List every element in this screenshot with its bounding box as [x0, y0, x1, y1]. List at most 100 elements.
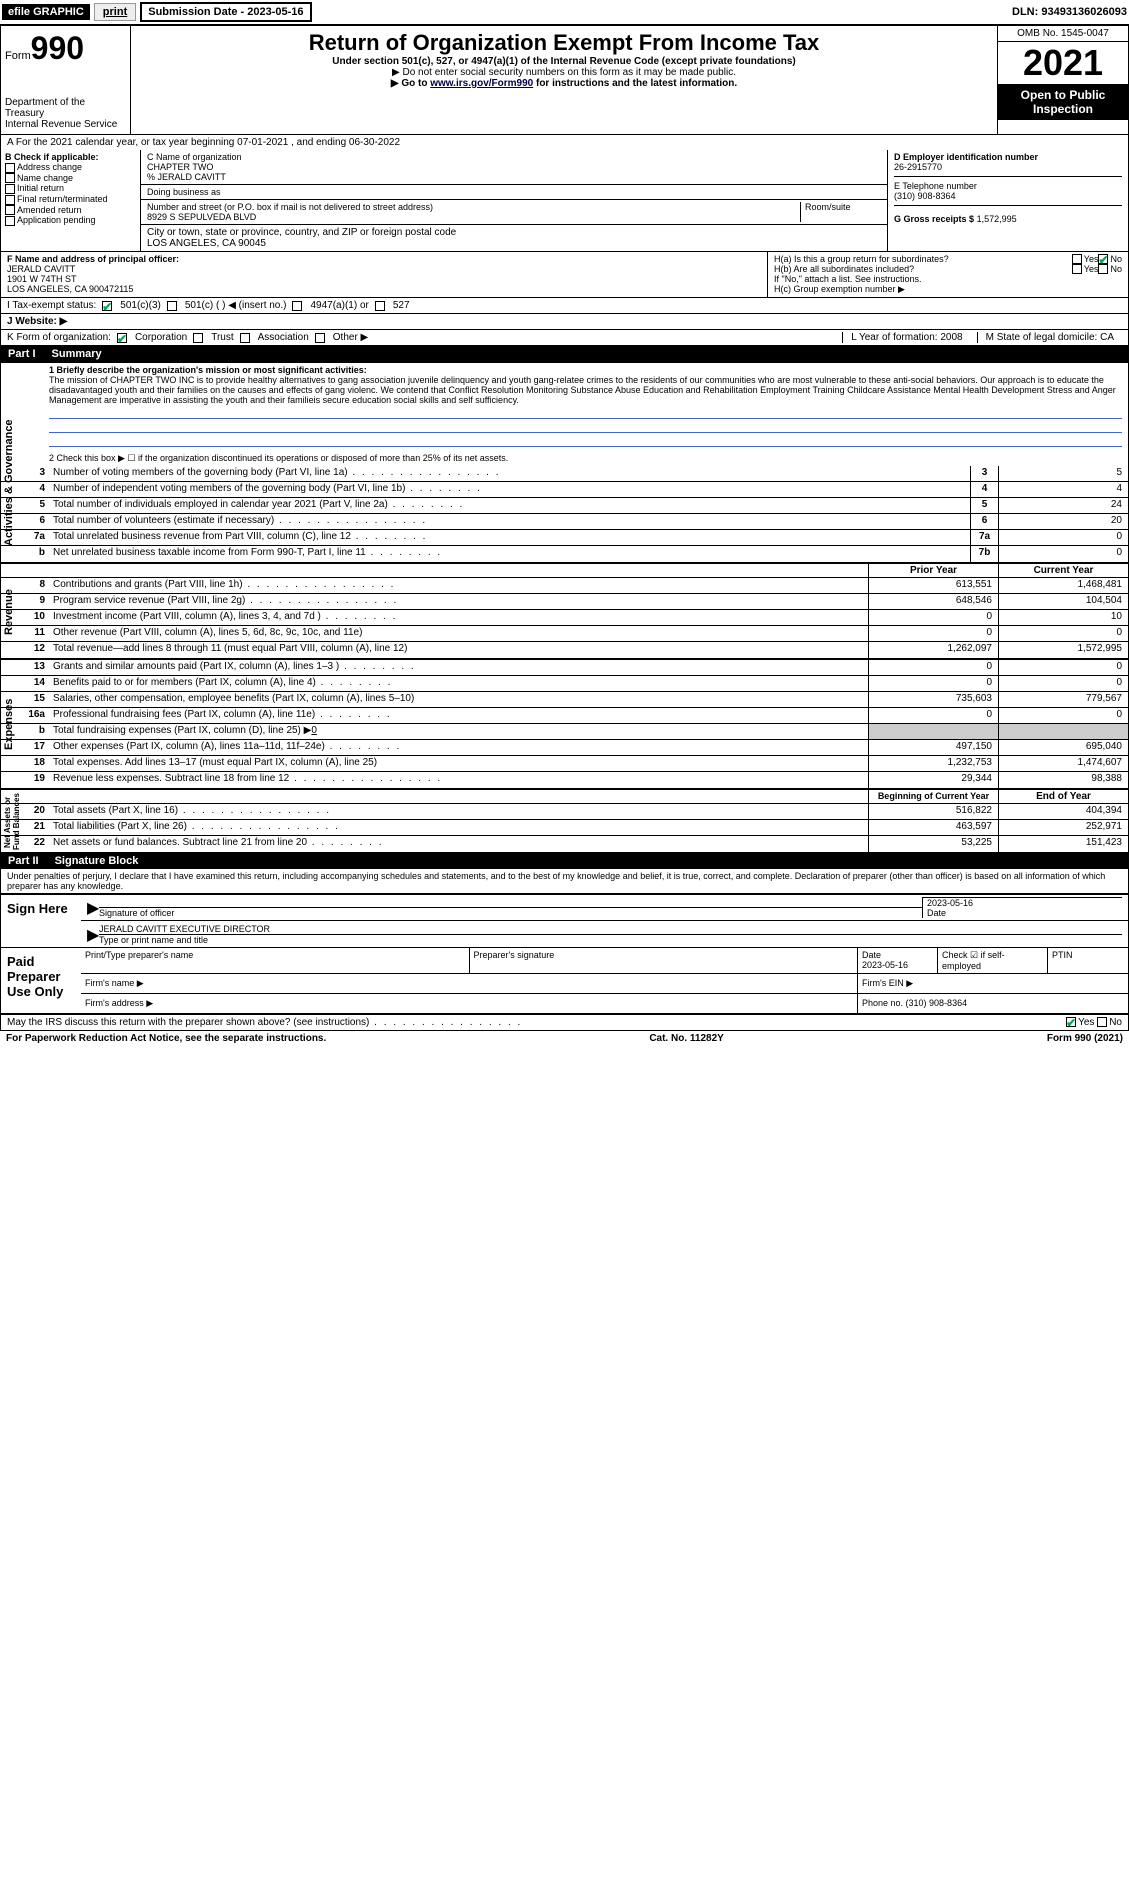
subtitle-2: ▶ Do not enter social security numbers o…: [135, 67, 993, 78]
street-address: 8929 S SEPULVEDA BLVD: [147, 212, 800, 222]
tax-exempt-label: I Tax-exempt status:: [7, 300, 96, 311]
line-a-period: A For the 2021 calendar year, or tax yea…: [0, 135, 1129, 150]
col-headers-netassets: Beginning of Current YearEnd of Year: [1, 790, 1128, 804]
dln: DLN: 93493136026093: [1012, 6, 1127, 18]
chk-assoc[interactable]: [240, 333, 250, 343]
boxes-bcdeg: B Check if applicable: Address change Na…: [0, 150, 1129, 252]
cat-no: Cat. No. 11282Y: [649, 1033, 723, 1044]
sig-date: 2023-05-16 Date: [922, 897, 1122, 918]
chk-trust[interactable]: [193, 333, 203, 343]
print-button[interactable]: print: [94, 3, 136, 21]
mission-blank-line: [49, 421, 1122, 433]
form-number: Form990: [5, 30, 126, 67]
box-b-label: B Check if applicable:: [5, 152, 136, 162]
firm-name-label: Firm's name ▶: [81, 974, 858, 993]
box-f: F Name and address of principal officer:…: [1, 252, 768, 297]
line-klm: K Form of organization: Corporation Trus…: [0, 330, 1129, 346]
irs-discuss-row: May the IRS discuss this return with the…: [0, 1015, 1129, 1031]
chk-501c[interactable]: [167, 301, 177, 311]
ein-label: D Employer identification number: [894, 152, 1122, 162]
addr-label: Number and street (or P.O. box if mail i…: [147, 202, 800, 212]
line-22: 22Net assets or fund balances. Subtract …: [1, 836, 1128, 852]
chk-corp[interactable]: [117, 333, 127, 343]
chk-527[interactable]: [375, 301, 385, 311]
firm-ein-label: Firm's EIN ▶: [858, 974, 1128, 993]
gross-receipts-value: 1,572,995: [977, 214, 1017, 224]
top-bar: efile GRAPHIC print Submission Date - 20…: [0, 0, 1129, 25]
pra-notice: For Paperwork Reduction Act Notice, see …: [6, 1033, 326, 1044]
ein-value: 26-2915770: [894, 162, 1122, 172]
phone-value: (310) 908-8364: [894, 191, 1122, 201]
vert-expenses: Expenses: [3, 660, 23, 788]
irs-label: Internal Revenue Service: [5, 119, 126, 130]
submission-date: Submission Date - 2023-05-16: [140, 2, 311, 22]
chk-amended[interactable]: Amended return: [5, 205, 136, 216]
line-7b: bNet unrelated business taxable income f…: [1, 546, 1128, 562]
chk-other[interactable]: [315, 333, 325, 343]
hc-label: H(c) Group exemption number ▶: [774, 284, 1122, 295]
chk-name-change[interactable]: Name change: [5, 173, 136, 184]
signature-section: Sign Here ▶ Signature of officer 2023-05…: [0, 894, 1129, 1015]
chk-address-change[interactable]: Address change: [5, 162, 136, 173]
officer-addr2: LOS ANGELES, CA 900472115: [7, 284, 761, 294]
ha-yes[interactable]: [1072, 254, 1082, 264]
paid-preparer-label: Paid Preparer Use Only: [1, 948, 81, 1013]
line-12: 12Total revenue—add lines 8 through 11 (…: [1, 642, 1128, 658]
org-name-label: C Name of organization: [147, 152, 881, 162]
form-header: Form990 Department of the Treasury Inter…: [0, 25, 1129, 135]
discuss-no[interactable]: [1097, 1017, 1107, 1027]
form-org-label: K Form of organization:: [7, 332, 111, 343]
form-title: Return of Organization Exempt From Incom…: [135, 30, 993, 56]
self-employed-check: Check ☑ if self-employed: [938, 948, 1048, 973]
preparer-name-label: Print/Type preparer's name: [81, 948, 470, 973]
org-name: CHAPTER TWO: [147, 162, 881, 172]
line-19: 19Revenue less expenses. Subtract line 1…: [1, 772, 1128, 788]
line-21: 21Total liabilities (Part X, line 26)463…: [1, 820, 1128, 836]
chk-4947[interactable]: [292, 301, 302, 311]
ha-no[interactable]: [1098, 254, 1108, 264]
mission-blank-line: [49, 435, 1122, 447]
efile-label: efile GRAPHIC: [2, 4, 90, 20]
irs-link[interactable]: www.irs.gov/Form990: [430, 78, 533, 89]
firm-phone: Phone no. (310) 908-8364: [858, 994, 1128, 1013]
box-deg: D Employer identification number 26-2915…: [888, 150, 1128, 251]
line-5: 5Total number of individuals employed in…: [1, 498, 1128, 514]
care-of: % JERALD CAVITT: [147, 172, 881, 182]
mission-text: The mission of CHAPTER TWO INC is to pro…: [49, 375, 1122, 405]
chk-final-return[interactable]: Final return/terminated: [5, 194, 136, 205]
line-15: 15Salaries, other compensation, employee…: [1, 692, 1128, 708]
preparer-date: Date 2023-05-16: [858, 948, 938, 973]
line-16b: bTotal fundraising expenses (Part IX, co…: [1, 724, 1128, 740]
hb-note: If "No," attach a list. See instructions…: [774, 274, 1122, 284]
line-4: 4Number of independent voting members of…: [1, 482, 1128, 498]
hb-yes[interactable]: [1072, 264, 1082, 274]
subtitle-3: ▶ Go to www.irs.gov/Form990 for instruct…: [135, 78, 993, 89]
boxes-fh: F Name and address of principal officer:…: [0, 252, 1129, 298]
line-10: 10Investment income (Part VIII, column (…: [1, 610, 1128, 626]
line-16a: 16aProfessional fundraising fees (Part I…: [1, 708, 1128, 724]
subtitle-1: Under section 501(c), 527, or 4947(a)(1)…: [135, 56, 993, 67]
line-18: 18Total expenses. Add lines 13–17 (must …: [1, 756, 1128, 772]
chk-501c3[interactable]: [102, 301, 112, 311]
officer-addr1: 1901 W 74TH ST: [7, 274, 761, 284]
discuss-yes[interactable]: [1066, 1017, 1076, 1027]
box-b: B Check if applicable: Address change Na…: [1, 150, 141, 251]
dept-treasury: Department of the Treasury: [5, 97, 126, 119]
officer-signature-line: Signature of officer: [99, 907, 922, 918]
hb-label: H(b) Are all subordinates included?: [774, 264, 1072, 274]
vert-netassets: Net Assets or Fund Balances: [3, 790, 23, 854]
chk-app-pending[interactable]: Application pending: [5, 215, 136, 226]
ptin-label: PTIN: [1048, 948, 1128, 973]
chk-initial-return[interactable]: Initial return: [5, 183, 136, 194]
officer-name-title: JERALD CAVITT EXECUTIVE DIRECTOR Type or…: [99, 924, 1122, 945]
line-j: J Website: ▶: [0, 314, 1129, 330]
line-14: 14Benefits paid to or for members (Part …: [1, 676, 1128, 692]
perjury-declaration: Under penalties of perjury, I declare th…: [0, 869, 1129, 894]
line-11: 11Other revenue (Part VIII, column (A), …: [1, 626, 1128, 642]
mission-blank-line: [49, 407, 1122, 419]
line-17: 17Other expenses (Part IX, column (A), l…: [1, 740, 1128, 756]
preparer-sig-label: Preparer's signature: [470, 948, 859, 973]
part-1-header: Part I Summary: [0, 346, 1129, 362]
omb-number: OMB No. 1545-0047: [998, 26, 1128, 42]
line-1-mission: 1 Briefly describe the organization's mi…: [1, 363, 1128, 451]
